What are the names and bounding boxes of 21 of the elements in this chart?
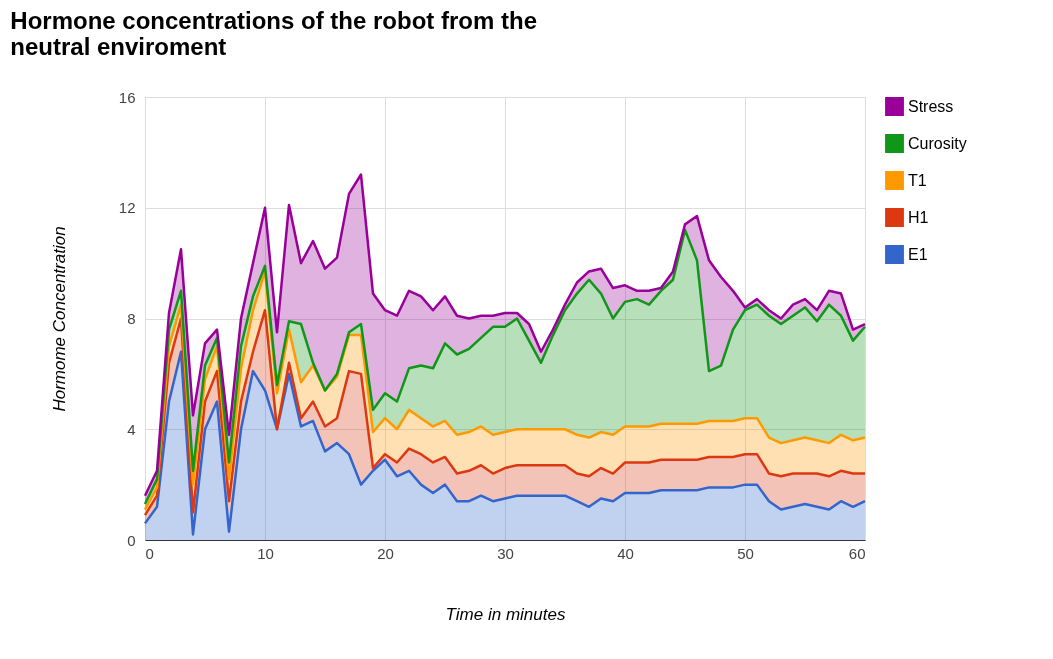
x-axis-title: Time in minutes xyxy=(445,604,566,624)
x-tick-label: 20 xyxy=(377,544,394,562)
text: neutral enviroment xyxy=(10,33,227,60)
y-tick-label: 4 xyxy=(127,420,136,438)
x-tick-label: 0 xyxy=(145,544,154,562)
x-tick-label: 60 xyxy=(848,544,866,562)
x-tick-label: 30 xyxy=(497,544,514,562)
legend-label: T1 xyxy=(908,171,927,189)
x-tick-label: 40 xyxy=(617,544,634,562)
y-tick-label: 16 xyxy=(118,88,136,106)
y-axis-title: Hormome Concentration xyxy=(49,226,69,412)
legend-label: Curosity xyxy=(908,134,967,152)
legend-label: H1 xyxy=(908,208,929,226)
x-tick-label: 50 xyxy=(737,544,754,562)
y-tick-label: 0 xyxy=(127,531,136,549)
y-tick-label: 8 xyxy=(127,310,136,327)
x-tick-label: 10 xyxy=(257,544,274,562)
y-tick-label: 12 xyxy=(118,199,136,217)
text: Hormone concentrations of the robot from the xyxy=(10,7,537,34)
legend-label: Stress xyxy=(908,97,954,115)
legend-label: E1 xyxy=(908,245,928,263)
